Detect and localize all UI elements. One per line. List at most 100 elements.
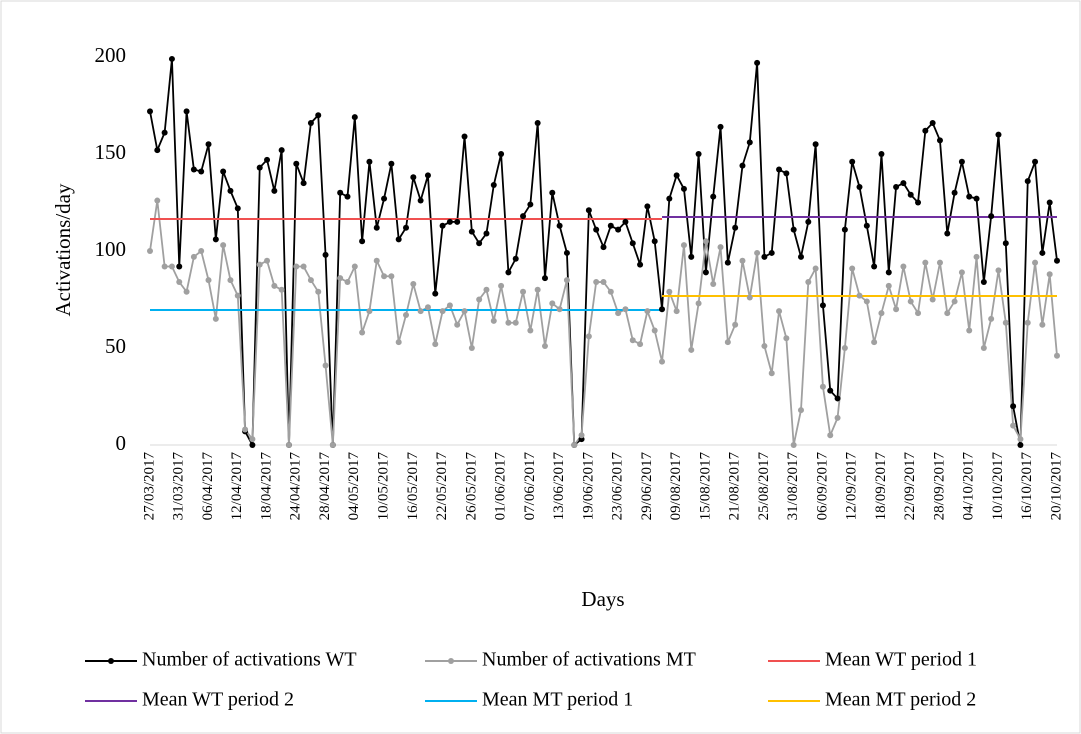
data-point — [695, 300, 702, 307]
data-point — [1054, 257, 1060, 264]
legend-label: Mean MT period 1 — [482, 689, 633, 711]
x-tick-label: 27/03/2017 — [141, 452, 157, 521]
data-point — [315, 112, 322, 119]
data-point — [585, 207, 592, 214]
data-point — [659, 306, 666, 313]
data-point — [147, 248, 153, 254]
data-point — [732, 224, 739, 231]
x-tick-label: 29/06/2017 — [639, 452, 655, 521]
data-point — [549, 189, 556, 196]
data-point — [710, 193, 717, 200]
data-point — [278, 286, 285, 293]
data-point — [212, 236, 219, 243]
data-point — [841, 226, 848, 233]
data-point — [900, 180, 907, 187]
data-point — [388, 160, 395, 167]
data-point — [841, 345, 848, 351]
data-point — [1010, 403, 1017, 410]
data-point — [790, 442, 797, 448]
data-point — [541, 275, 548, 282]
data-point — [776, 166, 783, 173]
data-point — [176, 279, 183, 286]
data-point — [366, 158, 373, 165]
data-point — [878, 310, 885, 317]
data-point — [249, 442, 256, 448]
data-point — [871, 339, 878, 346]
data-point — [783, 335, 790, 342]
data-point — [805, 279, 812, 286]
data-point — [659, 358, 666, 365]
data-point — [490, 182, 497, 189]
data-point — [1054, 352, 1060, 359]
x-tick-label: 18/09/2017 — [873, 452, 889, 521]
x-tick-label: 13/06/2017 — [551, 452, 567, 521]
data-point — [432, 341, 439, 348]
x-tick-label: 04/10/2017 — [961, 452, 977, 521]
x-tick-label: 15/08/2017 — [697, 452, 713, 521]
data-point — [505, 269, 512, 276]
data-point — [717, 123, 724, 130]
data-point — [724, 259, 731, 266]
data-point — [176, 263, 183, 270]
data-point — [768, 249, 775, 256]
data-point — [498, 282, 505, 289]
data-point — [761, 253, 768, 260]
data-point — [1046, 271, 1053, 278]
data-point — [154, 197, 161, 204]
data-point — [600, 244, 607, 251]
data-point — [966, 193, 973, 200]
data-point — [366, 308, 373, 315]
data-point — [293, 160, 300, 167]
data-point — [695, 151, 702, 157]
data-point — [834, 414, 841, 421]
y-tick-label: 100 — [95, 237, 127, 261]
data-point — [359, 238, 366, 245]
data-point — [629, 240, 636, 247]
data-point — [988, 315, 995, 322]
data-point — [403, 224, 410, 231]
data-point — [885, 282, 892, 289]
data-point — [388, 273, 395, 280]
data-point — [410, 174, 417, 181]
data-point — [403, 312, 410, 319]
data-point — [783, 170, 790, 177]
data-point — [220, 168, 227, 175]
y-tick-label: 50 — [105, 334, 126, 358]
data-point — [980, 279, 987, 286]
data-point — [980, 345, 987, 351]
x-tick-label: 10/05/2017 — [376, 452, 392, 521]
data-point — [812, 141, 819, 148]
y-tick-label: 0 — [116, 431, 127, 455]
data-point — [644, 308, 651, 315]
data-point — [973, 253, 980, 260]
y-tick-label: 150 — [95, 140, 127, 164]
data-point — [454, 321, 461, 328]
data-point — [183, 288, 190, 295]
data-point — [527, 327, 534, 334]
x-tick-label: 24/04/2017 — [288, 452, 304, 521]
data-point — [264, 156, 271, 163]
data-point — [534, 119, 541, 126]
data-point — [907, 298, 914, 305]
x-tick-label: 18/04/2017 — [258, 452, 274, 521]
legend-label: Number of activations MT — [482, 649, 696, 671]
data-point — [161, 263, 168, 270]
legend-marker — [448, 658, 454, 664]
data-point — [995, 267, 1002, 274]
data-point — [242, 426, 249, 433]
data-point — [183, 108, 190, 115]
data-point — [410, 280, 417, 287]
data-point — [936, 137, 943, 144]
data-point — [322, 362, 329, 369]
data-point — [856, 292, 863, 299]
data-point — [929, 296, 936, 303]
data-point — [637, 261, 644, 268]
data-point — [578, 432, 585, 439]
data-point — [746, 294, 753, 301]
data-point — [249, 436, 256, 443]
data-point — [680, 242, 687, 249]
data-point — [1032, 259, 1039, 266]
data-point — [534, 286, 541, 293]
x-tick-label: 16/10/2017 — [1019, 452, 1035, 521]
x-tick-label: 26/05/2017 — [463, 452, 479, 521]
